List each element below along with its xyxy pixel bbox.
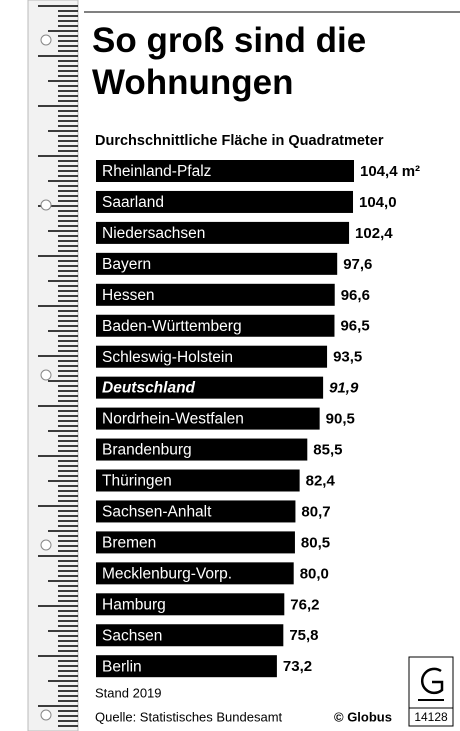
category-label: Saarland [102,194,164,211]
category-label: Sachsen-Anhalt [102,504,212,521]
category-label: Bayern [102,256,151,273]
category-label: Nordrhein-Westfalen [102,411,244,428]
credit: © Globus [334,709,392,724]
title-box: So groß sind die Wohnungen [92,20,432,125]
category-label: Niedersachsen [102,225,205,242]
category-label: Berlin [102,658,142,675]
value-label: 93,5 [333,349,362,366]
value-label: 104,4 m² [360,163,420,180]
category-label: Schleswig-Holstein [102,349,233,366]
subtitle: Durchschnittliche Fläche in Quadratmeter [95,133,384,149]
ruler-decoration [28,0,78,731]
ruler-hole [41,370,51,380]
category-label: Mecklenburg-Vorp. [102,565,232,582]
value-label: 80,5 [301,534,330,551]
chart: So groß sind die Wohnungen Durchschnittl… [0,0,460,731]
ruler-hole [41,540,51,550]
value-label: 97,6 [343,256,372,273]
category-label: Thüringen [102,473,172,490]
category-label: Hamburg [102,596,166,613]
value-label: 82,4 [306,472,336,489]
ruler-hole [41,35,51,45]
category-label: Sachsen [102,627,162,644]
value-label: 80,7 [301,503,330,520]
category-label: Bremen [102,534,156,551]
category-label: Hessen [102,287,155,304]
chart-title: So groß sind die Wohnungen [92,20,392,104]
ruler-hole [41,200,51,210]
value-label: 91,9 [329,380,359,397]
category-label: Rheinland-Pfalz [102,163,211,180]
ruler-hole [41,710,51,720]
value-label: 76,2 [290,596,319,613]
category-label: Baden-Württemberg [102,318,242,335]
category-label: Brandenburg [102,442,192,459]
graphic-number: 14128 [414,710,448,724]
category-label: Deutschland [102,380,196,397]
value-label: 96,6 [341,287,370,304]
page: {"chart_data": {"type": "bar", "orientat… [0,0,460,731]
value-label: 96,5 [340,318,369,335]
value-label: 104,0 [359,194,397,211]
value-label: 73,2 [283,658,312,675]
value-label: 90,5 [326,411,355,428]
value-label: 75,8 [289,627,318,644]
value-label: 80,0 [300,565,329,582]
source: Quelle: Statistisches Bundesamt [95,709,283,724]
value-label: 102,4 [355,225,393,242]
note: Stand 2019 [95,685,162,700]
value-label: 85,5 [313,442,342,459]
